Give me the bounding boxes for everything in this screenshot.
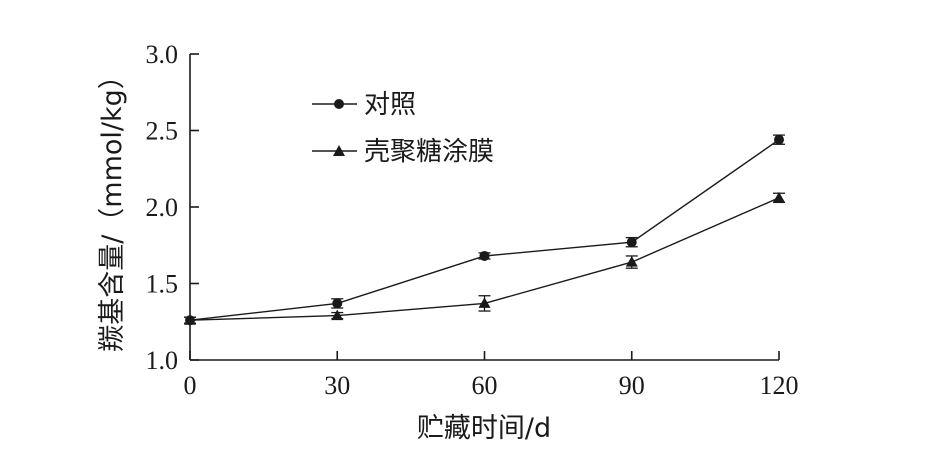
x-ticks: 0 30 60 90 120: [184, 351, 799, 400]
y-tick-label: 3.0: [146, 40, 179, 69]
legend-label-chitosan: 壳聚糖涂膜: [364, 137, 494, 167]
data-point: [625, 256, 638, 267]
data-point: [184, 314, 196, 325]
series-0: [184, 134, 785, 326]
x-tick-label: 90: [619, 371, 645, 400]
data-point: [332, 298, 343, 309]
x-tick-label: 30: [324, 371, 350, 400]
series-layer: [184, 134, 785, 326]
data-point: [479, 250, 490, 261]
y-tick-label: 2.5: [146, 117, 179, 146]
y-ticks: 1.0 1.5 2.0 2.5 3.0: [146, 40, 199, 375]
data-point: [626, 237, 637, 248]
data-point: [331, 309, 344, 321]
legend-marker-chitosan: [333, 145, 345, 156]
legend-marker-control: [334, 99, 344, 109]
data-point: [773, 191, 785, 203]
x-axis-title: 贮藏时间/d: [417, 413, 551, 444]
legend-label-control: 对照: [364, 90, 416, 120]
axes: [189, 54, 779, 361]
x-tick-label: 120: [760, 371, 799, 400]
data-point: [478, 297, 491, 308]
x-tick-label: 0: [184, 371, 197, 400]
data-point: [774, 134, 784, 145]
x-tick-label: 60: [472, 371, 498, 400]
y-axis-title: 羰基含量/（mmol/kg）: [97, 62, 128, 352]
y-tick-label: 1.5: [146, 270, 179, 299]
y-tick-label: 2.0: [146, 193, 179, 222]
y-tick-label: 1.0: [146, 346, 179, 375]
legend: 对照 壳聚糖涂膜: [312, 90, 494, 167]
series-1: [184, 191, 785, 325]
